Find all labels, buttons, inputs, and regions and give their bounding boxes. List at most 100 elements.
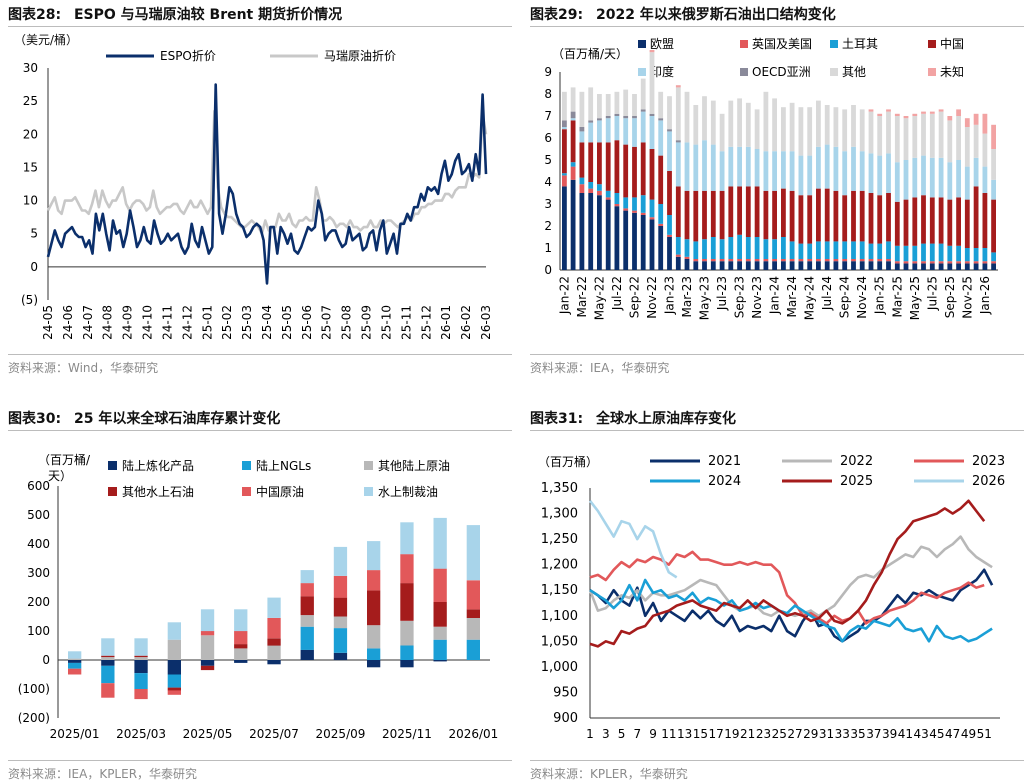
bar-中国-Feb-24 [781,188,786,237]
bar-欧盟-Aug-25 [938,263,944,270]
y-tick-label: 30 [23,61,38,75]
bar-陆上炼化产品-2025/11 [400,660,414,668]
bar-英国及美国-Oct-23 [745,259,751,262]
x-tick-label: 24-12 [180,305,194,340]
x-tick-label: Nov-25 [960,276,974,319]
x-tick-label: 24-07 [81,305,95,340]
series-line-2024 [589,578,993,643]
series-line-马瑞原油折价 [46,109,488,235]
y-tick-label: 100 [27,624,50,638]
bar-英国及美国-Sep-25 [947,261,953,264]
x-tick-label: 23 [756,727,771,741]
bar-水上制裁油-2025/11 [400,522,414,555]
bar-土耳其-Jul-22 [614,193,620,204]
bar-中国-Jan-24 [772,190,777,240]
bar-OECD亚洲-Aug-22 [623,116,629,119]
bar-中国原油-2025/02 [101,683,115,698]
x-tick-label: 24-09 [121,305,135,340]
bar-印度-Sep-25 [947,162,953,200]
bar-陆上NGLs-2025/12 [433,639,447,660]
bar-中国原油-2025/01 [68,668,82,675]
bar-土耳其-Jan-24 [772,239,777,259]
bar-中国-Oct-24 [851,190,856,242]
x-tick-label: 25-12 [419,305,433,340]
bar-印度-Jul-23 [719,151,725,191]
bar-中国-Sep-25 [947,199,953,246]
bar-中国-May-23 [702,190,707,240]
figure-28-title: 图表28: ESPO 与马瑞原油较 Brent 期货折价情况 [8,4,342,24]
legend-label: 2023 [972,454,1005,469]
bar-其他-Sep-25 [947,120,953,163]
x-tick-label: 25-11 [399,305,413,340]
bar-水上制裁油-2025/09 [333,546,348,576]
bar-其他水上石油-2025/04 [167,687,181,691]
x-tick-label: Jul-22 [610,276,624,311]
bar-土耳其-Mar-22 [579,177,585,185]
y-tick-label: 1,100 [541,609,578,624]
bar-欧盟-Dec-25 [973,263,979,270]
bar-水上制裁油-2025/10 [367,541,381,571]
x-tick-label: 24-08 [101,305,115,340]
bar-未知-Aug-25 [938,109,944,112]
bar-OECD亚洲-Jan-23 [667,129,672,132]
x-tick-label: 51 [977,727,992,741]
bar-欧盟-Jul-23 [719,261,725,270]
bar-土耳其-Feb-23 [675,237,681,255]
bar-陆上炼化产品-2025/03 [134,660,148,674]
x-tick-label: 2026/01 [448,727,498,741]
bar-欧盟-Jan-23 [667,237,672,270]
legend-swatch [830,68,838,76]
bar-土耳其-Jan-26 [982,248,988,262]
bar-其他水上石油-2025/03 [134,655,148,658]
bar-英国及美国-Jul-23 [719,259,725,262]
bar-土耳其-Aug-23 [728,237,734,259]
bar-英国及美国-Nov-23 [754,259,760,262]
y-tick-label: 1,000 [541,660,578,675]
y-tick-label: 200 [27,595,50,609]
bar-其他-Nov-24 [859,109,865,152]
bar-欧盟-Sep-22 [632,212,637,270]
bar-OECD亚洲-Mar-22 [579,127,585,132]
bar-中国原油-2025/07 [267,617,281,639]
chart-28: （美元/桶） ESPO折价 马瑞原油折价 302520151050(5)24-0… [14,32,493,340]
bar-英国及美国-Jul-24 [824,259,830,262]
bar-中国原油-2025/05 [200,631,215,636]
bar-其他-Jan-24 [772,98,777,152]
bar-其他-Apr-23 [693,105,699,145]
bar-未知-Jun-25 [921,111,926,114]
bar-印度-Sep-22 [632,118,637,147]
legend-label: 中国 [940,36,964,51]
bar-其他-Jul-24 [824,105,830,145]
x-tick-label: 15 [693,727,708,741]
bar-陆上炼化产品-2025/08 [300,649,314,660]
legend-swatch [830,40,838,48]
x-tick-label: Jan-24 [768,276,782,315]
bar-印度-Jan-26 [982,166,988,193]
bar-欧盟-Apr-23 [693,261,699,270]
y-tick-label: 1,050 [541,634,578,649]
bar-中国原油-2025/04 [167,690,181,695]
bar-其他-Apr-22 [588,87,594,121]
y-tick-label: 0 [42,653,50,667]
bar-英国及美国-May-25 [912,261,918,264]
x-tick-label: Mar-22 [575,276,589,317]
bar-欧盟-Sep-24 [842,261,848,270]
bar-土耳其-Dec-25 [973,248,979,262]
bar-欧盟-Apr-24 [798,261,804,270]
legend-label: 中国原油 [256,484,304,499]
bar-土耳其-Jan-25 [877,243,883,259]
bar-水上制裁油-2025/01 [68,651,82,659]
bar-中国-Apr-23 [693,190,699,242]
bar-陆上炼化产品-2025/02 [101,660,115,666]
bar-印度-Sep-23 [737,146,742,187]
bar-欧盟-Jul-25 [929,263,935,270]
x-tick-label: Jan-23 [663,276,677,315]
y-tick-label: 15 [23,160,38,174]
bar-其他陆上原油-2025/03 [134,657,148,660]
bar-中国-Mar-24 [789,190,795,242]
bar-英国及美国-Apr-24 [798,259,804,262]
bar-土耳其-Aug-25 [938,243,944,262]
bar-英国及美国-Jun-22 [605,197,611,200]
bar-未知-Oct-25 [956,109,961,116]
bar-中国-Sep-23 [737,186,742,235]
